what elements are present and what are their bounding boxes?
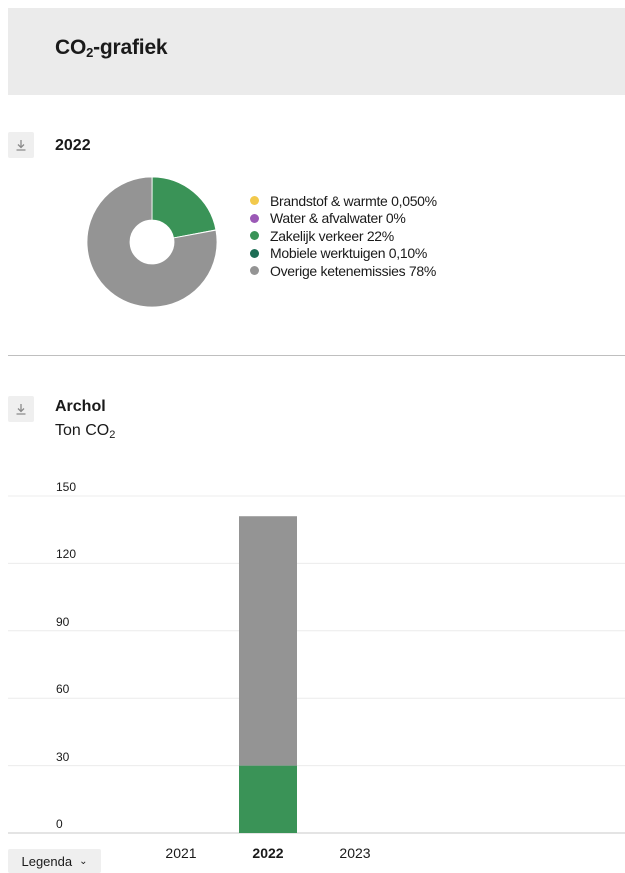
legend-item[interactable]: Mobiele werktuigen 0,10% (250, 245, 437, 263)
y-tick-label: 60 (56, 682, 70, 697)
page-header: CO2-grafiek (8, 8, 625, 95)
y-tick-label: 150 (56, 480, 77, 494)
x-tick-label[interactable]: 2021 (165, 845, 197, 861)
legend-item[interactable]: Brandstof & warmte 0,050% (250, 192, 437, 210)
legend-label: Water & afvalwater 0% (270, 210, 406, 227)
download-button-bar[interactable] (8, 396, 34, 422)
download-icon (16, 140, 26, 151)
bar-chart-title: Archol (55, 398, 106, 415)
bar-chart-unit: Ton CO2 (55, 422, 116, 441)
x-tick-label[interactable]: 2022 (252, 845, 284, 861)
legend-item[interactable]: Zakelijk verkeer 22% (250, 227, 437, 245)
legend-dot (250, 231, 259, 241)
top-strip (0, 0, 625, 8)
legend-dot (250, 196, 259, 206)
y-tick-label: 90 (56, 614, 70, 629)
chevron-down-icon: ⌄ (79, 855, 88, 867)
section-divider (8, 355, 625, 356)
y-tick-label: 120 (56, 547, 77, 562)
download-button-donut[interactable] (8, 132, 34, 158)
legend-item[interactable]: Water & afvalwater 0% (250, 210, 437, 228)
legend-item[interactable]: Overige ketenemissies 78% (250, 262, 437, 280)
legend-label: Overige ketenemissies 78% (270, 262, 437, 279)
download-icon (16, 404, 26, 415)
donut-slice-4[interactable] (86, 176, 218, 308)
legend-dot (250, 213, 259, 223)
legend-dot (250, 266, 259, 276)
bar-segment-2022-1[interactable] (239, 516, 297, 766)
legend-label: Mobiele werktuigen 0,10% (270, 245, 428, 262)
donut-slice-2[interactable] (151, 176, 217, 239)
page-title: CO2-grafiek (55, 36, 168, 60)
donut-year-title: 2022 (55, 137, 91, 154)
donut-legend: Brandstof & warmte 0,050% Water & afvalwa… (250, 192, 437, 280)
legend-toggle-label: Legenda (21, 853, 73, 869)
legend-label: Brandstof & warmte 0,050% (270, 192, 437, 209)
y-tick-label: 30 (56, 749, 70, 764)
legend-dot (250, 248, 259, 258)
legend-toggle-button[interactable]: Legenda ⌄ (8, 849, 101, 873)
donut-chart (86, 176, 218, 308)
legend-label: Zakelijk verkeer 22% (270, 227, 394, 244)
x-tick-label[interactable]: 2023 (339, 845, 371, 861)
y-tick-label: 0 (56, 817, 63, 831)
bar-segment-2022-0[interactable] (239, 765, 297, 833)
